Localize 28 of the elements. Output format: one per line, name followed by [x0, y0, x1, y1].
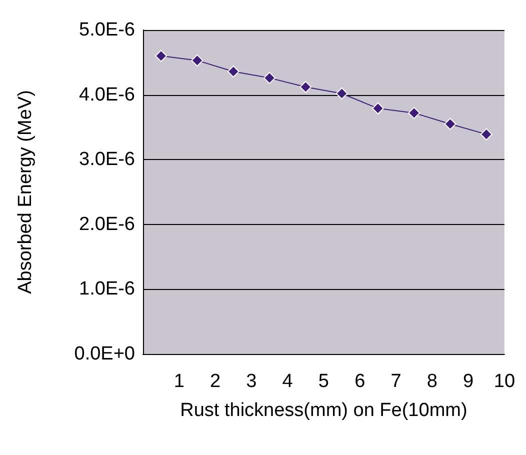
- y-tick-label: 2.0E-6: [79, 214, 135, 235]
- point: [264, 72, 276, 84]
- x-tick-label: 7: [390, 371, 402, 392]
- point: [408, 106, 420, 119]
- point: [300, 81, 312, 94]
- point: [155, 50, 168, 62]
- x-tick-label: 9: [463, 371, 474, 392]
- x-tick-label: 3: [246, 371, 257, 392]
- point: [372, 102, 384, 114]
- y-tick-label: 1.0E-6: [79, 278, 135, 300]
- point: [191, 54, 204, 66]
- y-tick-label: 5.0E-6: [79, 20, 135, 40]
- point: [480, 128, 492, 140]
- y-tick-label: 3.0E-6: [79, 149, 135, 170]
- y-tick-label: 0.0E+0: [74, 344, 135, 364]
- x-tick-label: 2: [210, 371, 221, 392]
- x-tick-label: 10: [494, 371, 516, 392]
- point: [227, 65, 240, 78]
- x-tick-label: 8: [426, 371, 438, 392]
- x-tick-label: 5: [318, 371, 330, 392]
- x-tick-label: 6: [354, 371, 366, 392]
- y-tick-label: 4.0E-6: [79, 84, 135, 106]
- x-tick-label: 4: [282, 371, 294, 392]
- y-axis-title: Absorbed Energy (MeV): [15, 90, 36, 294]
- point: [336, 88, 348, 100]
- x-axis-title: Rust thickness(mm) on Fe(10mm): [180, 400, 468, 421]
- point: [444, 118, 456, 130]
- x-tick-label: 1: [174, 371, 184, 392]
